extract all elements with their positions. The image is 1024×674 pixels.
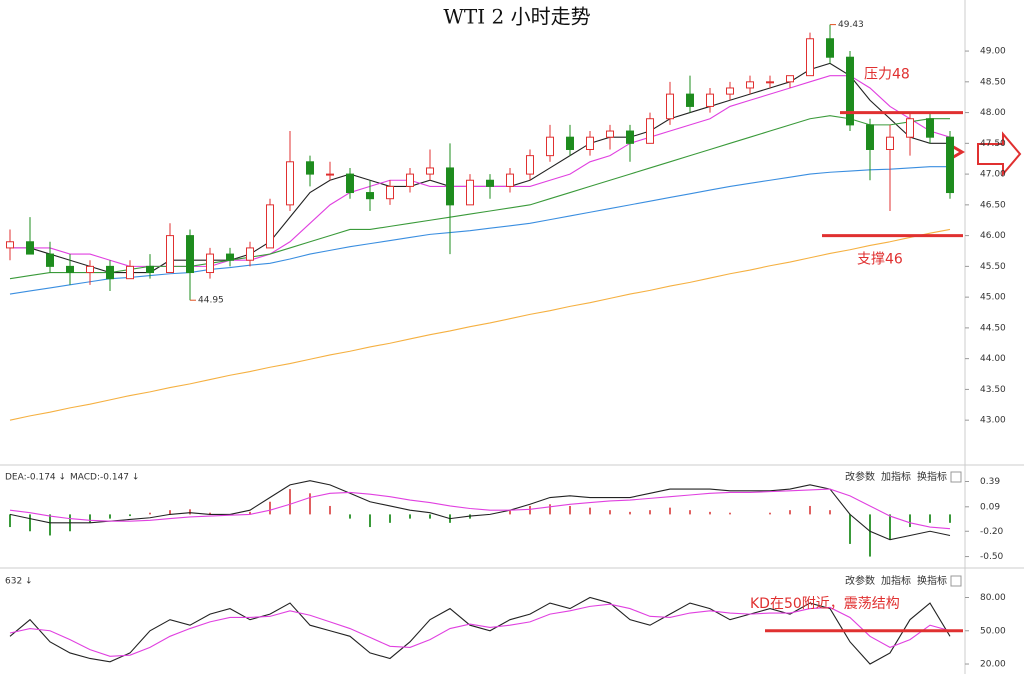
y-tick-label: 48.00 [980, 108, 1006, 118]
close-button[interactable] [950, 575, 962, 587]
indicator-button[interactable]: 加指标 [881, 574, 911, 587]
candle-body [826, 38, 834, 58]
candle-body [106, 265, 114, 280]
y-tick-label: -0.20 [980, 527, 1004, 537]
candle-body [766, 81, 774, 84]
candle-body [406, 173, 414, 187]
series-line [9, 166, 950, 295]
indicator-button[interactable]: 换指标 [917, 470, 947, 483]
series-line [9, 488, 951, 530]
candle-body [126, 265, 134, 280]
candle-body [26, 241, 34, 255]
candle-body [946, 136, 954, 194]
series-line [9, 480, 951, 541]
indicator-header: DEA:-0.174 ↓ [5, 473, 66, 483]
y-tick-label: 50.00 [980, 626, 1006, 636]
indicator-button[interactable]: 加指标 [881, 470, 911, 483]
candle-body [866, 124, 874, 150]
candle-body [646, 118, 654, 144]
y-tick-label: 45.00 [980, 293, 1006, 303]
level-label: 压力48 [864, 67, 910, 83]
y-tick-label: 47.50 [980, 139, 1006, 149]
candle-body [246, 247, 254, 261]
arrow-icon [977, 131, 1022, 177]
candle-body [926, 118, 934, 138]
candle-body [886, 136, 894, 150]
indicator-button[interactable]: 改参数 [845, 470, 875, 483]
candle-body [226, 253, 234, 261]
y-tick-label: 44.00 [980, 354, 1006, 364]
high-label: 49.43 [838, 20, 864, 30]
candle-body [906, 118, 914, 138]
candle-body [86, 265, 94, 274]
candle-body [526, 155, 534, 175]
y-tick-label: 80.00 [980, 593, 1006, 603]
y-tick-label: 20.00 [980, 660, 1006, 670]
candle-body [266, 204, 274, 249]
candle-body [186, 235, 194, 274]
y-tick-label: 43.00 [980, 416, 1006, 426]
indicator-button[interactable]: 改参数 [845, 574, 875, 587]
indicator-header: 632 ↓ [5, 577, 33, 587]
candle-body [426, 167, 434, 175]
candle-body [506, 173, 514, 187]
level-label: 支撑46 [857, 252, 903, 268]
candle-body [366, 192, 374, 200]
series-line [9, 603, 951, 657]
series-line [9, 228, 951, 421]
series-line [9, 115, 950, 280]
candle-body [206, 253, 214, 274]
candle-body [846, 56, 854, 126]
candle-body [746, 81, 754, 89]
y-tick-label: 45.50 [980, 262, 1006, 272]
candle-body [486, 179, 494, 187]
y-tick-label: 43.50 [980, 385, 1006, 395]
y-tick-label: 0.39 [980, 477, 1000, 487]
indicator-button[interactable]: 换指标 [917, 574, 947, 587]
candle-body [386, 185, 394, 200]
candle-body [546, 136, 554, 157]
candle-body [166, 235, 174, 274]
candle-body [346, 173, 354, 194]
chart-title: WTI 2 小时走势 [443, 5, 590, 29]
y-tick-label: 44.50 [980, 323, 1006, 333]
candle-body [626, 130, 634, 144]
indicator-header: MACD:-0.147 ↓ [70, 473, 139, 483]
candle-body [726, 87, 734, 95]
candle-body [586, 136, 594, 150]
candle-body [566, 136, 574, 150]
level-label: KD在50附近，震荡结构 [750, 596, 900, 612]
series-line [10, 75, 951, 267]
candle-body [6, 241, 14, 249]
candle-body [806, 38, 814, 77]
candle-body [286, 161, 294, 206]
candle-body [66, 265, 74, 274]
candle-body [326, 173, 334, 176]
y-tick-label: -0.50 [980, 552, 1004, 562]
series-line [10, 62, 950, 274]
candle-body [666, 93, 674, 120]
y-tick-label: 48.50 [980, 77, 1006, 87]
candle-body [466, 179, 474, 206]
candle-body [786, 75, 794, 83]
close-button[interactable] [950, 471, 962, 483]
candle-body [706, 93, 714, 107]
y-tick-label: 47.00 [980, 170, 1006, 180]
low-label: 44.95 [198, 296, 224, 306]
candle-body [146, 265, 154, 274]
y-tick-label: 46.00 [980, 231, 1006, 241]
candle-body [306, 161, 314, 175]
candle-body [46, 253, 54, 267]
y-tick-label: 49.00 [980, 47, 1006, 57]
candle-body [606, 130, 614, 138]
candle-body [686, 93, 694, 107]
y-tick-label: 46.50 [980, 200, 1006, 210]
candle-body [446, 167, 454, 206]
y-tick-label: 0.09 [980, 502, 1000, 512]
